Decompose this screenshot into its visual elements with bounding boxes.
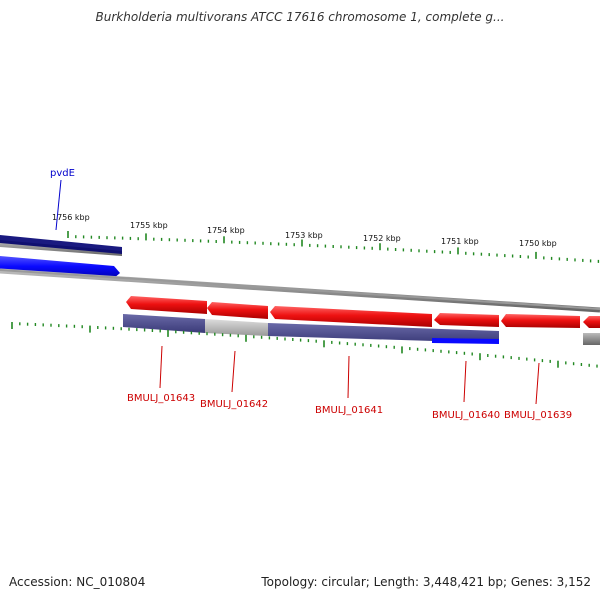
BMULJ_01639-leader [535, 362, 540, 405]
scale-label-1750: 1750 kbp [519, 239, 557, 248]
slate-track-left [123, 314, 205, 333]
grey-block-right [583, 333, 600, 345]
accession-text: Accession: NC_010804 [9, 575, 146, 589]
BMULJ_01643-label[interactable]: BMULJ_01643 [127, 393, 195, 404]
map-title: Burkholderia multivorans ATCC 17616 chro… [95, 10, 505, 24]
scale-label-1753: 1753 kbp [285, 231, 323, 240]
BMULJ_01639-label[interactable]: BMULJ_01639 [504, 410, 572, 421]
BMULJ_01640-leader [463, 360, 467, 403]
pvdE-leader [55, 179, 62, 231]
navy-band-top [0, 235, 122, 251]
pvdE-gene[interactable] [0, 256, 120, 279]
BMULJ_01641-leader [347, 355, 350, 399]
next-gene-fragment[interactable] [583, 316, 600, 328]
blue-strip [432, 338, 499, 344]
genome-summary: Topology: circular; Length: 3,448,421 bp… [261, 575, 591, 589]
grey-track [205, 319, 268, 336]
backbone-main-highlight [0, 269, 600, 310]
BMULJ_01642-leader [231, 350, 236, 393]
lower-scale-ticks [11, 322, 598, 368]
scale-label-1751: 1751 kbp [441, 237, 479, 246]
scale-label-1756: 1756 kbp [52, 213, 90, 222]
BMULJ_01642-label[interactable]: BMULJ_01642 [200, 399, 268, 410]
pvdE-label[interactable]: pvdE [50, 168, 75, 179]
upper-scale-ticks [67, 231, 600, 263]
BMULJ_01639-gene[interactable] [501, 314, 580, 328]
BMULJ_01641-gene[interactable] [270, 306, 432, 327]
BMULJ_01641-label[interactable]: BMULJ_01641 [315, 405, 383, 416]
scale-label-1754: 1754 kbp [207, 226, 245, 235]
BMULJ_01640-gene[interactable] [434, 313, 499, 327]
scale-label-1752: 1752 kbp [363, 234, 401, 243]
BMULJ_01640-label[interactable]: BMULJ_01640 [432, 410, 500, 421]
BMULJ_01642-gene[interactable] [207, 302, 268, 319]
BMULJ_01643-gene[interactable] [126, 296, 207, 314]
slate-track-right [268, 323, 499, 343]
BMULJ_01643-leader [159, 345, 163, 389]
scale-label-1755: 1755 kbp [130, 221, 168, 230]
